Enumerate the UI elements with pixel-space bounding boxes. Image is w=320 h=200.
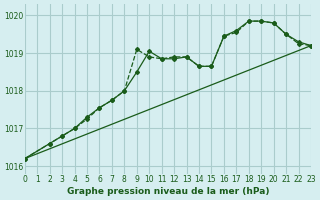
X-axis label: Graphe pression niveau de la mer (hPa): Graphe pression niveau de la mer (hPa): [67, 187, 269, 196]
